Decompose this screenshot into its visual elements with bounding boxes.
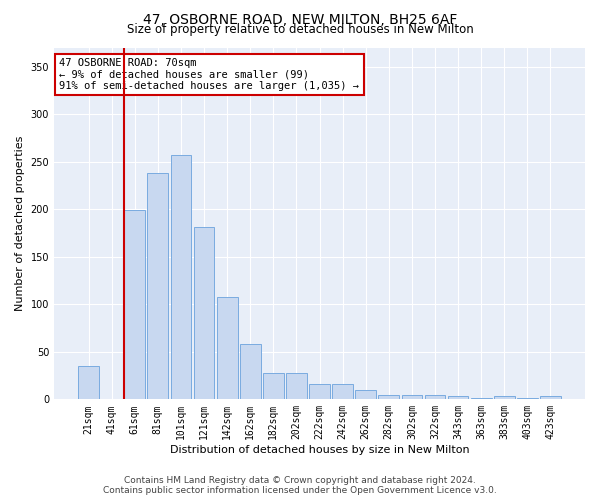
Bar <box>494 396 515 400</box>
Bar <box>448 396 469 400</box>
Bar <box>401 394 422 400</box>
Bar <box>517 398 538 400</box>
Text: Contains HM Land Registry data © Crown copyright and database right 2024.
Contai: Contains HM Land Registry data © Crown c… <box>103 476 497 495</box>
Bar <box>379 394 399 400</box>
Bar <box>332 384 353 400</box>
Bar <box>194 227 214 400</box>
X-axis label: Distribution of detached houses by size in New Milton: Distribution of detached houses by size … <box>170 445 469 455</box>
Bar <box>309 384 330 400</box>
Bar <box>170 155 191 400</box>
Bar <box>263 372 284 400</box>
Bar <box>78 366 99 400</box>
Bar <box>148 173 168 400</box>
Bar <box>217 296 238 400</box>
Bar <box>355 390 376 400</box>
Bar <box>471 398 491 400</box>
Text: 47, OSBORNE ROAD, NEW MILTON, BH25 6AF: 47, OSBORNE ROAD, NEW MILTON, BH25 6AF <box>143 12 457 26</box>
Bar <box>240 344 260 400</box>
Bar <box>540 396 561 400</box>
Text: 47 OSBORNE ROAD: 70sqm
← 9% of detached houses are smaller (99)
91% of semi-deta: 47 OSBORNE ROAD: 70sqm ← 9% of detached … <box>59 58 359 92</box>
Y-axis label: Number of detached properties: Number of detached properties <box>15 136 25 311</box>
Text: Size of property relative to detached houses in New Milton: Size of property relative to detached ho… <box>127 22 473 36</box>
Bar <box>124 210 145 400</box>
Bar <box>286 372 307 400</box>
Bar <box>425 394 445 400</box>
